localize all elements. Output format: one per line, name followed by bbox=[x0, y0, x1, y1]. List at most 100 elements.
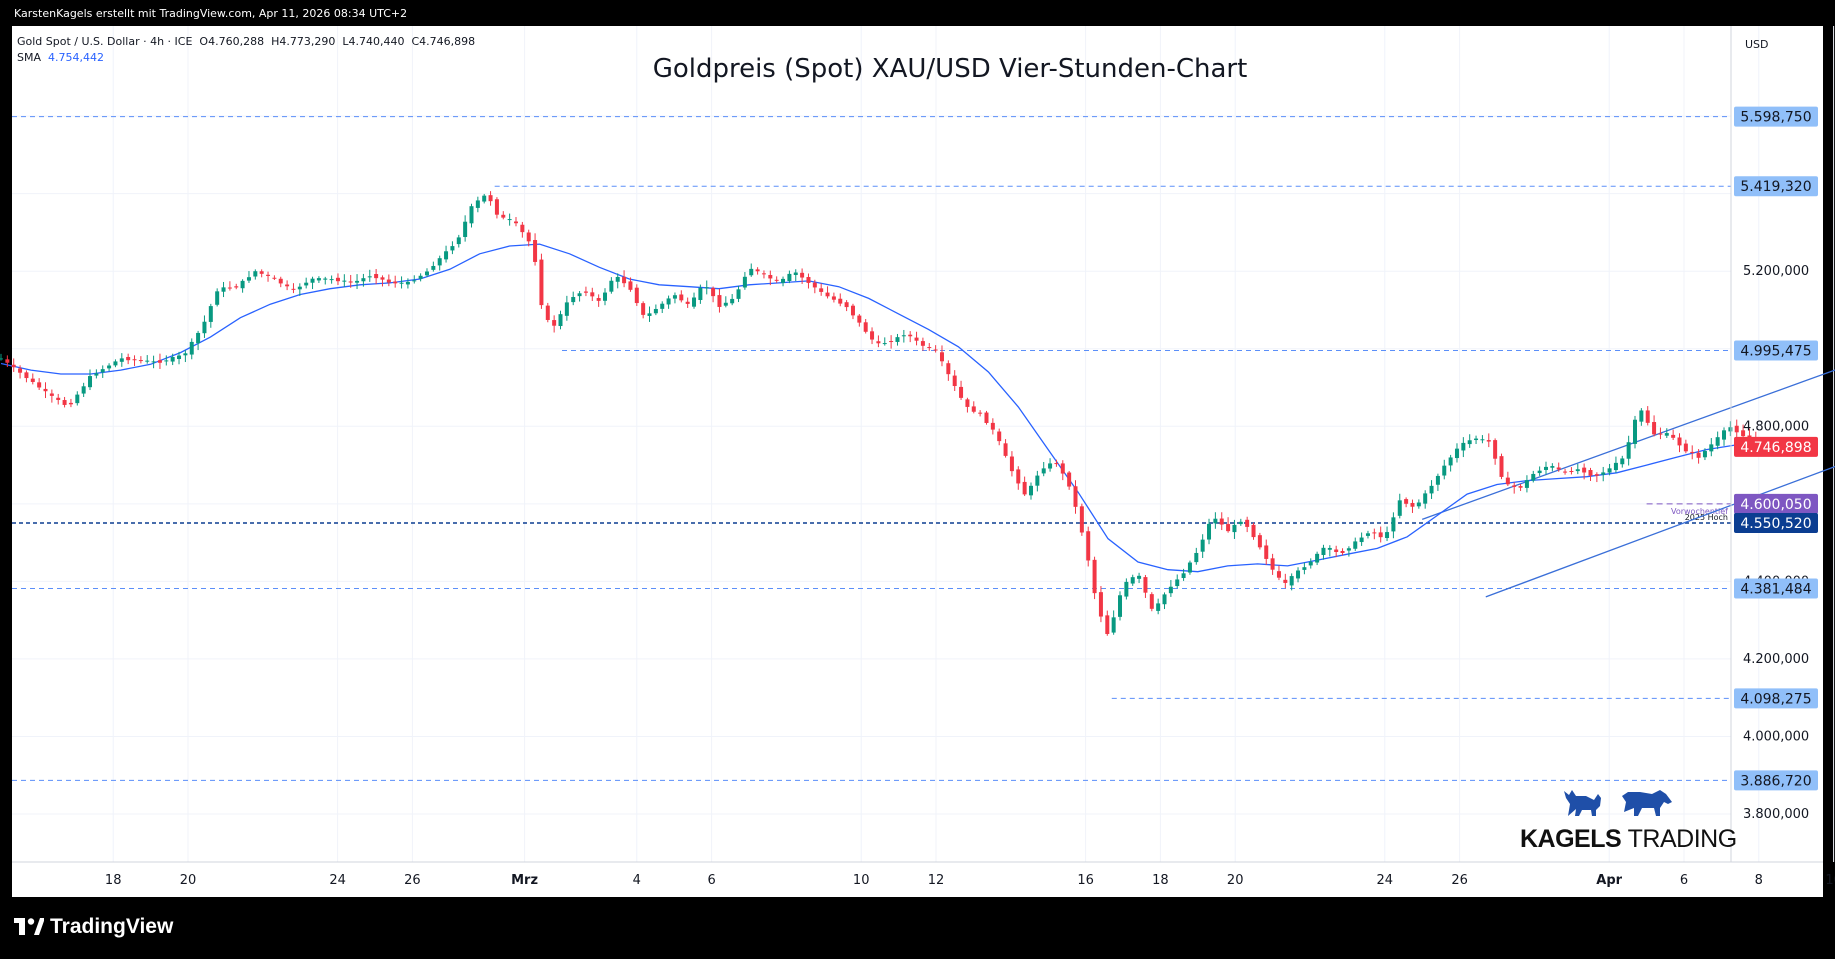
tradingview-logo[interactable]: TradingView bbox=[14, 915, 173, 939]
candle-body bbox=[1219, 518, 1224, 525]
candle-body bbox=[863, 322, 868, 332]
candle-body bbox=[285, 284, 290, 287]
candle-body bbox=[1671, 434, 1676, 438]
candle-body bbox=[227, 287, 232, 289]
candle-body bbox=[259, 271, 264, 274]
candle-body bbox=[698, 287, 703, 300]
candle-body bbox=[488, 195, 493, 202]
sma-value: 4.754,442 bbox=[48, 51, 104, 64]
candle-body bbox=[412, 280, 417, 282]
candle-body bbox=[1079, 506, 1084, 533]
sma-info-line[interactable]: SMA 4.754,442 bbox=[17, 51, 104, 64]
candle-body bbox=[1283, 579, 1288, 583]
candle-body bbox=[787, 273, 792, 282]
candle-body bbox=[1391, 517, 1396, 532]
candle-body bbox=[304, 282, 309, 286]
candle-body bbox=[628, 281, 633, 290]
candle-body bbox=[1512, 485, 1517, 487]
channel-line-lower bbox=[1485, 465, 1835, 598]
candle-body bbox=[297, 286, 302, 290]
candle-body bbox=[444, 251, 449, 260]
chart-title: Goldpreis (Spot) XAU/USD Vier-Stunden-Ch… bbox=[652, 54, 1248, 84]
candle-body bbox=[838, 298, 843, 304]
candle-body bbox=[1505, 477, 1510, 485]
candle-body bbox=[11, 364, 16, 368]
candle-body bbox=[164, 360, 169, 362]
price-level-label-box bbox=[1734, 578, 1818, 599]
candle-body bbox=[1289, 576, 1294, 586]
candle-body bbox=[1582, 467, 1587, 473]
candle-body bbox=[1353, 541, 1358, 549]
candle-body bbox=[590, 292, 595, 297]
candle-body bbox=[68, 402, 73, 405]
candle-body bbox=[316, 278, 321, 281]
candle-body bbox=[545, 305, 550, 320]
candle-body bbox=[1315, 553, 1320, 563]
candle-body bbox=[1728, 427, 1733, 432]
price-level-label-box bbox=[1734, 106, 1818, 127]
candle-body bbox=[1696, 452, 1701, 458]
candle-body bbox=[850, 305, 855, 316]
candle-body bbox=[825, 292, 830, 297]
time-axis-tick-label: 18 bbox=[105, 873, 122, 888]
grid-lines bbox=[12, 26, 1835, 862]
candle-body bbox=[272, 277, 277, 279]
candle-body bbox=[355, 280, 360, 283]
price-level-label-box bbox=[1734, 688, 1818, 709]
candle-body bbox=[405, 281, 410, 285]
candle-body bbox=[1028, 485, 1033, 496]
candle-body bbox=[717, 295, 722, 307]
time-axis-tick-label: 20 bbox=[180, 873, 197, 888]
candle-body bbox=[571, 297, 576, 303]
candle-body bbox=[1734, 425, 1739, 433]
candle-body bbox=[793, 272, 798, 276]
candle-body bbox=[1092, 559, 1097, 594]
candle-body bbox=[170, 357, 175, 362]
candle-body bbox=[984, 412, 989, 423]
candle-body bbox=[558, 314, 563, 327]
candle-body bbox=[5, 359, 10, 363]
candle-body bbox=[1518, 486, 1523, 488]
candle-body bbox=[660, 303, 665, 309]
candle-body bbox=[1563, 471, 1568, 473]
candle-body bbox=[1054, 463, 1059, 465]
candle-body bbox=[501, 214, 506, 218]
candle-body bbox=[831, 296, 836, 300]
candle-body bbox=[151, 361, 156, 363]
candle-body bbox=[1664, 433, 1669, 436]
candle-body bbox=[431, 265, 436, 270]
candle-body bbox=[990, 422, 995, 430]
candle-body bbox=[946, 363, 951, 375]
candle-body bbox=[1493, 440, 1498, 459]
candle-body bbox=[1429, 485, 1434, 494]
time-axis-tick-label: 12 bbox=[928, 873, 945, 888]
candle-body bbox=[978, 412, 983, 414]
price-axis: USD5.200,0004.800,0004.400,0004.200,0004… bbox=[1730, 26, 1818, 862]
price-level-label-box bbox=[1734, 493, 1818, 514]
candle-body bbox=[615, 276, 620, 282]
candle-body bbox=[386, 279, 391, 283]
candle-body bbox=[641, 303, 646, 315]
time-axis-tick-label: Apr bbox=[1596, 873, 1622, 888]
candle-body bbox=[1111, 617, 1116, 633]
candle-body bbox=[113, 361, 118, 366]
candle-body bbox=[1365, 533, 1370, 536]
candle-body bbox=[1137, 575, 1142, 579]
chart-frame[interactable] bbox=[12, 26, 1823, 897]
candle-body bbox=[1149, 594, 1154, 609]
candle-body bbox=[1442, 465, 1447, 476]
candle-body bbox=[1372, 532, 1377, 534]
candle-body bbox=[1378, 532, 1383, 538]
candle-body bbox=[469, 206, 474, 224]
symbol-info-line: Gold Spot / U.S. Dollar · 4h · ICE O4.76… bbox=[17, 35, 475, 48]
candle-body bbox=[1601, 472, 1606, 475]
candle-body bbox=[914, 337, 919, 341]
candle-body bbox=[1340, 550, 1345, 553]
candle-body bbox=[132, 359, 137, 361]
kagels-trading-logo: KAGELS TRADING bbox=[1520, 782, 1737, 854]
candle-body bbox=[927, 347, 932, 349]
candle-body bbox=[1264, 545, 1269, 559]
candle-body bbox=[310, 278, 315, 283]
candle-body bbox=[603, 292, 608, 301]
